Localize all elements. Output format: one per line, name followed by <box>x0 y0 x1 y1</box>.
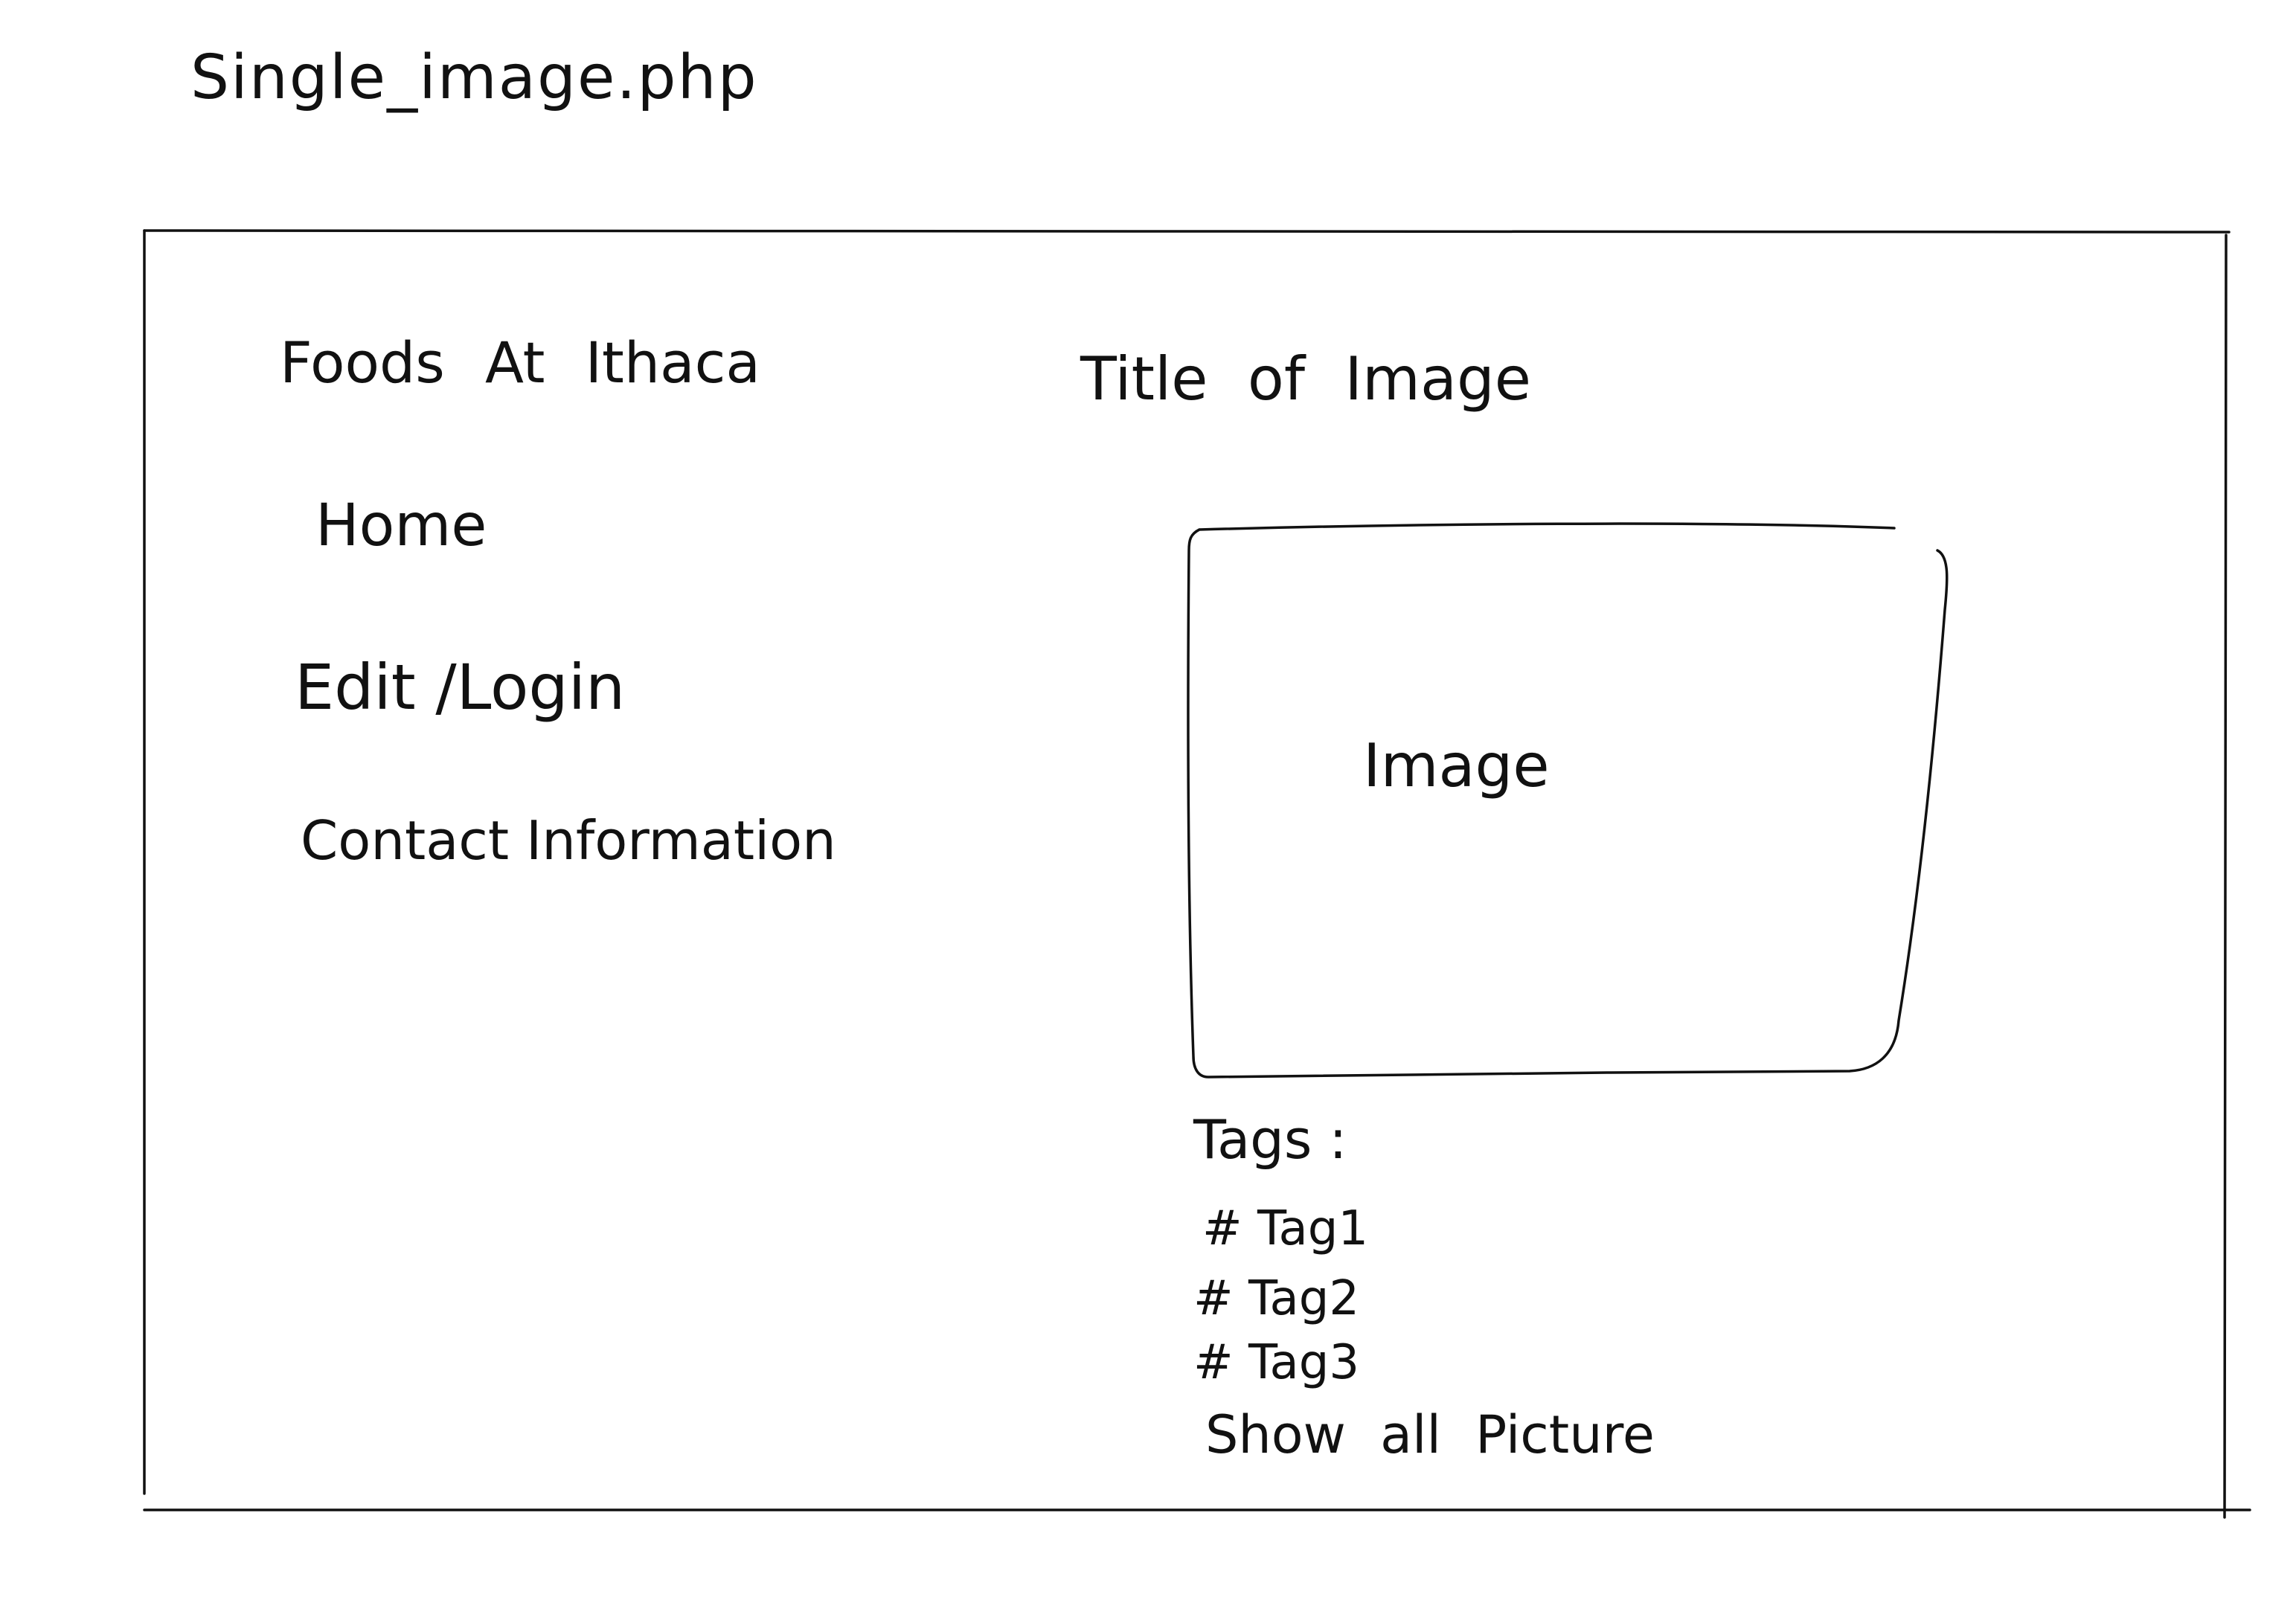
tags-label: Tags : <box>1193 1108 1347 1171</box>
filename-label: Single_image.php <box>190 42 758 113</box>
page-frame-top <box>143 229 2231 234</box>
tag-link[interactable]: # Tag2 <box>1193 1271 1360 1326</box>
show-all-pictures-link[interactable]: Show all Picture <box>1205 1404 1655 1465</box>
nav-link-contact-information[interactable]: Contact Information <box>301 809 836 872</box>
site-title: Foods At Ithaca <box>280 330 760 396</box>
tag-link[interactable]: # Tag3 <box>1193 1335 1360 1390</box>
image-box-outline <box>1187 522 1949 1079</box>
nav-link-edit-login[interactable]: Edit /Login <box>295 651 626 724</box>
tag-link[interactable]: # Tag1 <box>1202 1201 1369 1256</box>
page-frame-right <box>2223 234 2228 1519</box>
image-title: Title of Image <box>1080 344 1531 414</box>
image-placeholder-label: Image <box>1363 731 1550 800</box>
nav-link-home[interactable]: Home <box>315 492 487 559</box>
